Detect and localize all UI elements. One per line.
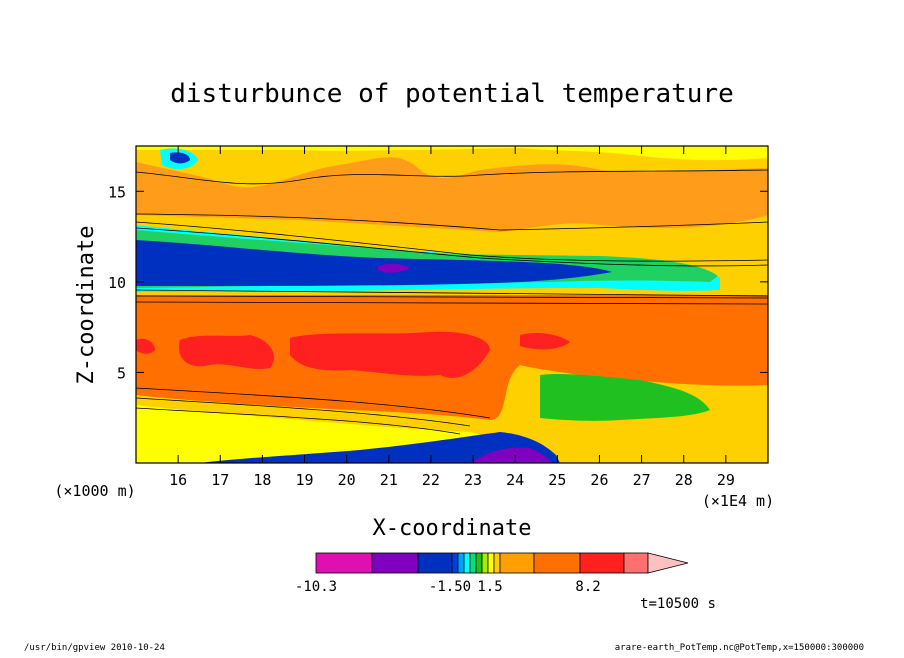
x-tick-label: 28 [675, 471, 693, 489]
y-tick-label: 5 [117, 364, 126, 382]
plot-area [136, 146, 768, 463]
colorbar-swatch [469, 552, 477, 574]
colorbar-swatch [451, 552, 459, 574]
colorbar-swatch [463, 552, 471, 574]
x-left-unit: (×1000 m) [54, 482, 135, 500]
colorbar-swatch [487, 552, 495, 574]
x-tick-label: 23 [464, 471, 482, 489]
colorbar-label: -10.3 [295, 579, 337, 595]
x-axis-label: X-coordinate [373, 516, 532, 541]
colorbar-label: -1.50 [429, 579, 471, 595]
x-tick-label: 19 [296, 471, 314, 489]
colorbar-swatch [371, 552, 419, 574]
x-tick-label: 26 [590, 471, 608, 489]
colorbar-labels: -10.3 -1.50 1.5 8.2 [295, 579, 601, 595]
colorbar-swatch [499, 552, 535, 574]
x-right-unit: (×1E4 m) [702, 492, 774, 510]
y-tick-label: 15 [108, 183, 126, 201]
y-tick-label: 10 [108, 274, 126, 292]
x-tick-label: 27 [633, 471, 651, 489]
x-axis: 16 17 18 19 20 21 22 23 24 25 26 27 28 29 [169, 146, 735, 489]
upper-blue-band [136, 240, 612, 286]
bottom-purple-region [470, 447, 552, 463]
upper-orange-region [136, 157, 768, 232]
x-tick-label: 20 [338, 471, 356, 489]
colorbar-arrow [647, 552, 689, 574]
top-left-blue-core [170, 152, 190, 164]
x-tick-label: 18 [253, 471, 271, 489]
colorbar-swatch [533, 552, 581, 574]
x-tick-label: 25 [548, 471, 566, 489]
middle-red-blobs-1 [179, 335, 274, 369]
colorbar-swatch [475, 552, 483, 574]
colorbar-label: 8.2 [575, 579, 600, 595]
colorbar-swatch [493, 552, 501, 574]
colorbar-label: 1.5 [477, 579, 502, 595]
footer-left: /usr/bin/gpview 2010-10-24 [24, 643, 165, 653]
contour-lines [136, 169, 768, 435]
colorbar-swatch [623, 552, 649, 574]
yellow-band-top [136, 146, 768, 161]
plot-frame [135, 145, 769, 464]
middle-red-blobs-4 [136, 338, 155, 354]
footer-right: arare-earth_PotTemp.nc@PotTemp,x=150000:… [615, 643, 864, 653]
x-tick-label: 22 [422, 471, 440, 489]
lower-green-region [540, 373, 710, 421]
x-tick-label: 29 [717, 471, 735, 489]
colorbar-swatch [457, 552, 465, 574]
x-tick-label: 17 [211, 471, 229, 489]
colorbar-swatch [579, 552, 625, 574]
colorbar [315, 552, 689, 574]
bottom-blue-region [200, 432, 560, 463]
x-tick-label: 16 [169, 471, 187, 489]
x-tick-label: 24 [506, 471, 524, 489]
x-tick-label: 21 [380, 471, 398, 489]
time-label: t=10500 s [640, 596, 716, 612]
middle-red-blobs-3 [520, 332, 570, 350]
colorbar-swatch [481, 552, 489, 574]
colorbar-swatch [417, 552, 453, 574]
purple-core [378, 263, 410, 273]
y-axis: 5 10 15 [108, 183, 768, 382]
middle-red-blobs-2 [290, 331, 490, 378]
y-axis-label: Z-coordinate [74, 226, 99, 385]
chart-title: disturbunce of potential temperature [170, 79, 734, 109]
colorbar-swatch [315, 552, 373, 574]
